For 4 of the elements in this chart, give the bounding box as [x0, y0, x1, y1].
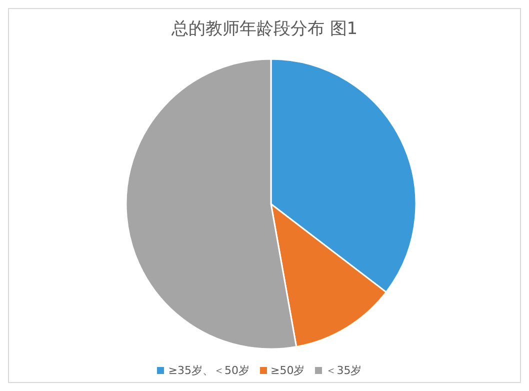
- legend-label: ≥35岁、＜50岁: [168, 364, 250, 377]
- legend-label: ＜35岁: [326, 364, 362, 377]
- legend-label: ≥50岁: [270, 364, 305, 377]
- chart-title: 总的教师年龄段分布 图1: [170, 18, 359, 40]
